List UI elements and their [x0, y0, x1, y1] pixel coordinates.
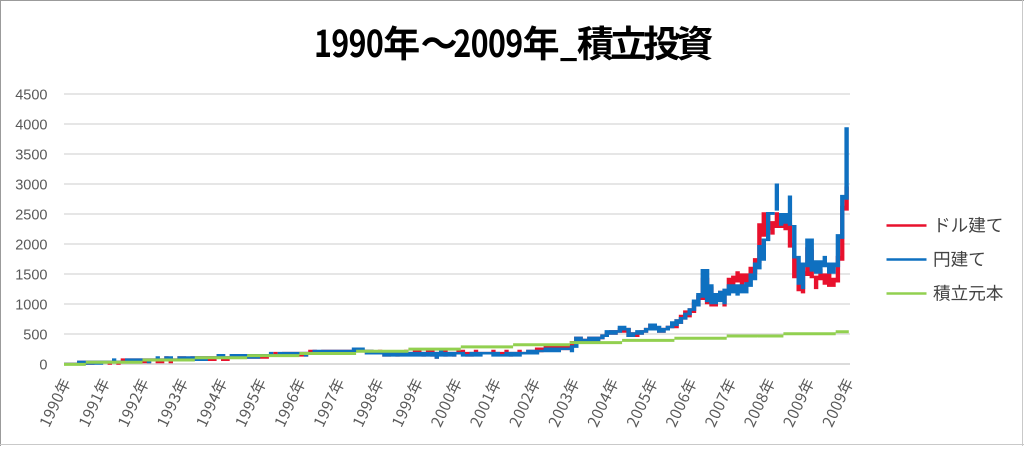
svg-text:1000: 1000	[15, 298, 47, 314]
svg-text:3000: 3000	[15, 178, 47, 194]
svg-text:2000: 2000	[15, 238, 47, 254]
svg-text:2500: 2500	[15, 208, 47, 224]
svg-text:0: 0	[39, 358, 47, 374]
svg-text:1500: 1500	[15, 268, 47, 284]
svg-text:3500: 3500	[15, 148, 47, 164]
svg-text:4000: 4000	[15, 118, 47, 134]
svg-text:500: 500	[23, 328, 47, 344]
svg-text:4500: 4500	[15, 88, 47, 104]
